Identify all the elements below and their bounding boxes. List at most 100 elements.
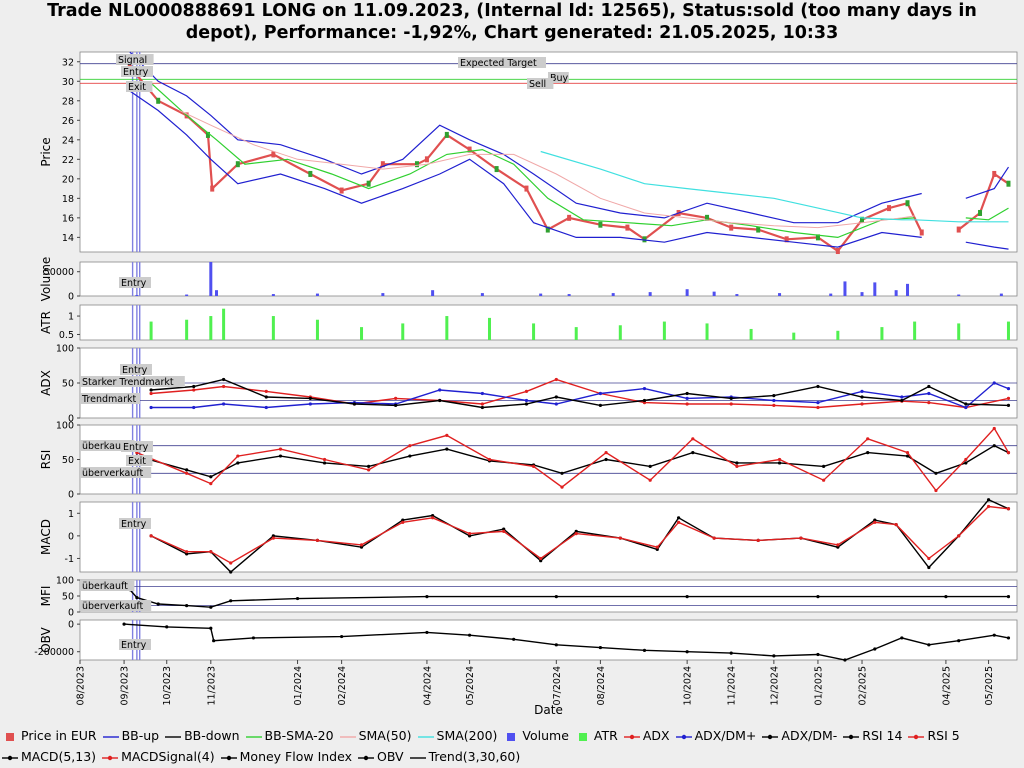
- legend-label: SMA(50): [358, 728, 412, 743]
- legend-swatch: [165, 735, 182, 738]
- series-point: [264, 405, 268, 410]
- price-candle: [308, 170, 313, 177]
- price-candle: [494, 166, 499, 173]
- series-point: [756, 538, 760, 542]
- oversold-label-bg: [80, 467, 152, 478]
- bar-atr: [445, 316, 449, 340]
- series-point: [192, 405, 196, 410]
- y-tick-label-macd: 1: [68, 509, 74, 520]
- legend-label: ATR: [593, 728, 618, 743]
- series-point: [394, 403, 398, 407]
- legend-item: Trend(3,30,60): [409, 746, 520, 767]
- series-point: [480, 405, 484, 410]
- bar-volume: [957, 294, 961, 296]
- price-candle: [567, 214, 572, 221]
- bar-volume: [735, 294, 739, 296]
- exit-label-bg: [126, 81, 153, 92]
- y-tick-label-mfi: 100: [56, 576, 74, 587]
- buy-label-bg: [548, 72, 569, 83]
- y-tick-label-macd: 0: [68, 531, 74, 542]
- series-point: [1006, 387, 1011, 391]
- y-tick-label-rsi: 50: [62, 455, 74, 466]
- oversold-label: überverkauft: [82, 601, 144, 612]
- series-point: [487, 457, 492, 462]
- price-candle: [1006, 180, 1011, 187]
- entry-label-bg: [120, 364, 152, 375]
- legend-label: BB-SMA-20: [264, 728, 334, 743]
- series-point: [735, 461, 739, 465]
- series-point: [229, 561, 233, 565]
- legend-swatch: [409, 756, 426, 759]
- legend-swatch: [507, 732, 516, 741]
- price-candle: [625, 224, 630, 231]
- y-axis-label-macd: MACD: [39, 519, 53, 555]
- bar-volume: [271, 294, 275, 296]
- series-point: [149, 405, 153, 410]
- series-point: [685, 402, 689, 406]
- series-point: [598, 391, 602, 396]
- y-axis-label-adx: ADX: [39, 370, 53, 396]
- bar-volume: [567, 294, 571, 296]
- sell-label: Sell: [529, 79, 546, 90]
- sell-label-bg: [527, 78, 554, 89]
- series-point: [816, 652, 820, 657]
- series-point: [185, 468, 189, 472]
- price-candle: [156, 97, 161, 104]
- expected-target-label-bg: [458, 57, 546, 68]
- x-tick-label: 10/2023: [162, 666, 173, 705]
- series-point: [927, 556, 931, 561]
- y-tick-label-price: 32: [62, 57, 74, 68]
- x-tick-label: 01/2025: [813, 666, 824, 705]
- legend-swatch: [623, 734, 640, 739]
- price-candle: [992, 170, 997, 177]
- series-point: [905, 451, 910, 455]
- series-point: [156, 602, 160, 606]
- series-point: [445, 433, 449, 437]
- series-point: [676, 520, 681, 524]
- series-point: [185, 471, 189, 475]
- panel-atr: [79, 304, 1018, 341]
- series-point: [934, 471, 938, 475]
- y-axis-label-atr: ATR: [39, 311, 53, 334]
- bar-atr: [222, 308, 226, 340]
- bar-atr: [487, 317, 491, 340]
- series-point: [209, 482, 213, 486]
- price-candle: [784, 236, 789, 243]
- legend-item: BB-up: [102, 725, 159, 746]
- price-candle: [339, 187, 344, 194]
- trend-label-bg: [80, 393, 140, 404]
- series-point: [502, 527, 506, 531]
- series-point: [964, 457, 968, 462]
- series-point: [648, 478, 652, 482]
- entry-label-bg: [121, 441, 153, 452]
- legend-label: RSI 14: [862, 728, 903, 743]
- x-tick-label: 07/2024: [552, 666, 563, 705]
- bar-atr: [662, 321, 666, 340]
- series-line-sma-50-: [179, 110, 915, 229]
- y-tick-label-mfi: 0: [68, 608, 74, 619]
- series-point: [927, 384, 931, 389]
- legend-label: MACDSignal(4): [121, 749, 215, 764]
- overbought-label: überkauft: [82, 581, 128, 592]
- price-candle: [380, 161, 385, 168]
- legend-swatch: [908, 734, 925, 739]
- x-tick-label: 02/2024: [337, 666, 348, 705]
- bar-atr: [957, 323, 961, 340]
- panel-rsi: [79, 424, 1018, 495]
- series-point: [712, 536, 716, 540]
- series-point: [900, 395, 904, 399]
- price-candle: [424, 156, 429, 163]
- series-point: [992, 426, 996, 431]
- legend-label: Volume: [522, 728, 569, 743]
- bar-atr: [149, 321, 153, 340]
- series-point: [1006, 403, 1011, 407]
- legend-swatch: [675, 734, 692, 739]
- series-point: [524, 402, 529, 406]
- entry-label-bg: [119, 639, 151, 650]
- legend-label: ADX/DM+: [694, 728, 757, 743]
- legend-swatch: [762, 734, 779, 739]
- series-point: [894, 522, 898, 527]
- legend-item: Volume: [503, 725, 569, 746]
- series-point: [729, 402, 733, 406]
